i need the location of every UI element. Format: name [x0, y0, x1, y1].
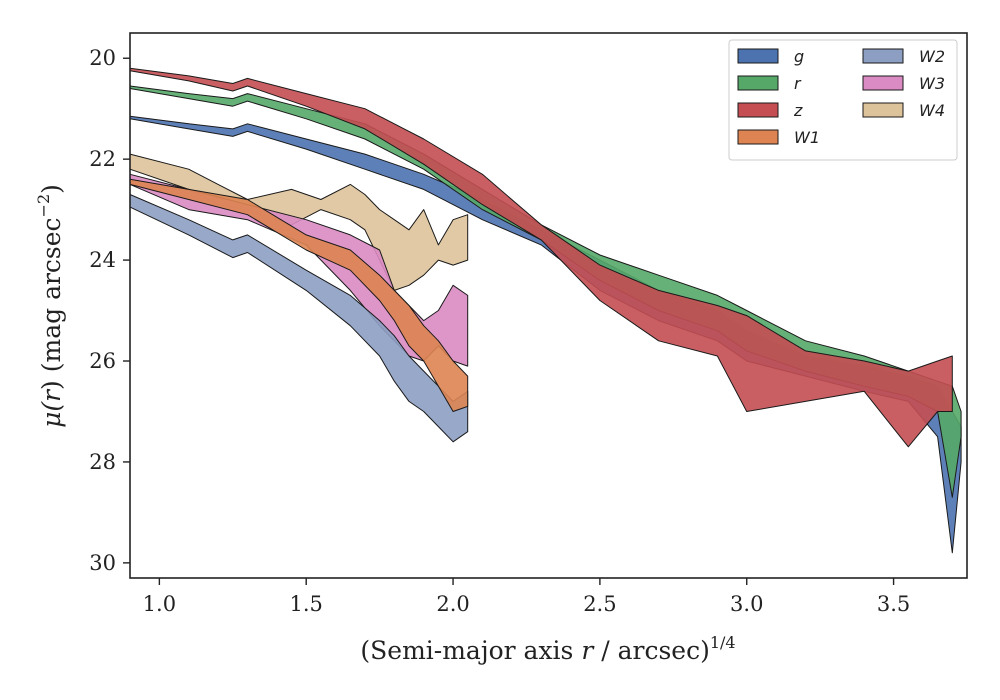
series-band-W1	[129, 178, 469, 412]
legend-swatch-W3	[862, 75, 904, 91]
plot-frame	[129, 32, 968, 579]
legend-label-W1: W1	[794, 128, 820, 147]
y-ticks: 20 22 24 26 28 30	[89, 46, 130, 575]
y-axis-title: μ(r) (mag arcsec−2)	[34, 184, 66, 428]
legend-frame	[728, 39, 958, 161]
legend-label-W2: W2	[919, 47, 945, 66]
series-band-z	[129, 67, 953, 448]
x-tick-label: 3.0	[730, 592, 763, 616]
series-layer	[129, 67, 962, 554]
legend-swatch-W4	[862, 102, 904, 118]
x-tick-label: 1.5	[290, 592, 323, 616]
x-axis-title-exponent: 1/4	[710, 633, 736, 652]
legend-label-W3: W3	[919, 74, 945, 93]
legend-label-z: z	[793, 101, 803, 120]
x-axis-title: (Semi-major axis r / arcsec)1/4	[360, 633, 735, 665]
legend-label-g: g	[794, 47, 804, 66]
series-band-W2	[129, 194, 469, 443]
y-tick-label: 28	[89, 450, 116, 474]
legend-swatch-z	[737, 102, 779, 118]
y-axis-title-close: )	[37, 184, 66, 194]
legend-label-W4: W4	[919, 101, 945, 120]
y-axis-title-symbol: μ(	[37, 401, 66, 428]
y-axis-title-exponent: −2	[34, 194, 53, 218]
x-axis-title-variable: r	[581, 636, 595, 665]
y-tick-label: 24	[89, 248, 116, 272]
y-tick-label: 22	[89, 147, 116, 171]
legend: grz W1 W2 W3 W4	[728, 39, 958, 161]
x-tick-label: 2.5	[583, 592, 616, 616]
x-tick-label: 3.5	[877, 592, 910, 616]
y-axis-title-part: ) (mag arcsec	[37, 217, 66, 390]
legend-swatch-W2	[862, 48, 904, 64]
x-axis-title-part: / arcsec)	[593, 636, 710, 665]
legend-swatch-W1	[737, 129, 779, 145]
x-tick-label: 2.0	[436, 592, 469, 616]
y-tick-label: 30	[89, 551, 116, 575]
legend-swatch-g	[737, 48, 779, 64]
legend-swatch-r	[737, 75, 779, 91]
y-tick-label: 26	[89, 349, 116, 373]
x-ticks: 1.0 1.5 2.0 2.5 3.0 3.5	[143, 578, 910, 616]
legend-label-r: r	[794, 74, 802, 93]
y-axis-title-variable: r	[37, 388, 66, 402]
y-tick-label: 20	[89, 46, 116, 70]
x-axis-title-part: (Semi-major axis	[360, 636, 581, 665]
series-band-g	[129, 115, 962, 554]
x-tick-label: 1.0	[143, 592, 176, 616]
